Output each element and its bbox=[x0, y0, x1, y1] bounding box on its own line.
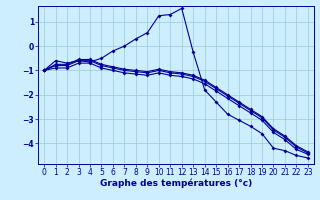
X-axis label: Graphe des températures (°c): Graphe des températures (°c) bbox=[100, 179, 252, 188]
